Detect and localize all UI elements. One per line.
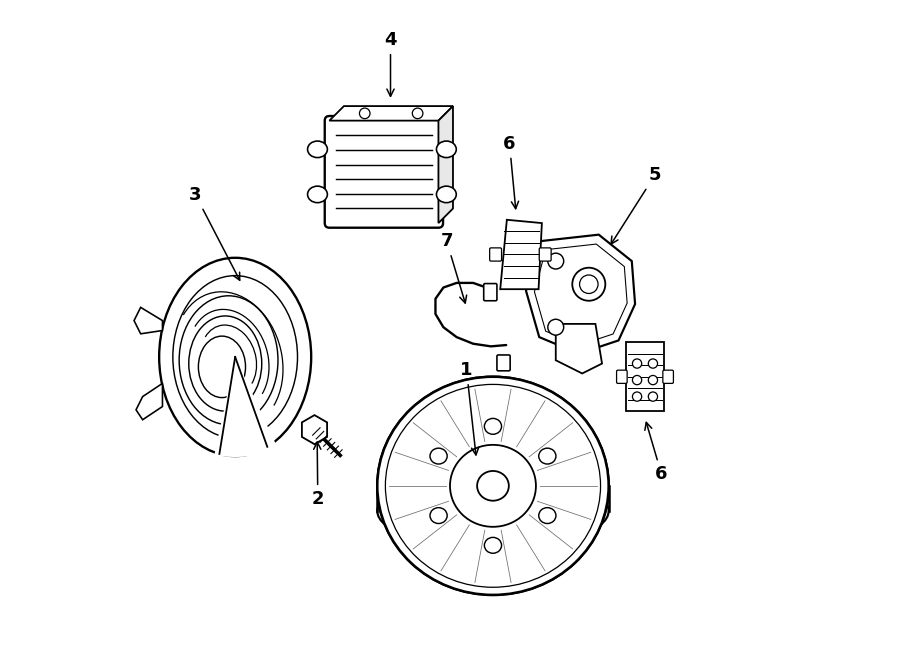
Polygon shape	[329, 106, 453, 121]
Wedge shape	[214, 357, 277, 457]
Circle shape	[359, 108, 370, 119]
Polygon shape	[526, 235, 635, 354]
Polygon shape	[302, 415, 327, 444]
Text: 1: 1	[460, 361, 479, 455]
Ellipse shape	[477, 471, 508, 501]
Circle shape	[548, 319, 563, 335]
Ellipse shape	[539, 448, 556, 464]
Ellipse shape	[159, 258, 311, 456]
Text: 2: 2	[311, 442, 324, 508]
Polygon shape	[556, 324, 602, 373]
FancyBboxPatch shape	[325, 116, 443, 227]
Polygon shape	[500, 219, 542, 290]
Ellipse shape	[377, 473, 608, 549]
Circle shape	[648, 375, 658, 385]
Circle shape	[633, 392, 642, 401]
Ellipse shape	[308, 186, 328, 203]
Ellipse shape	[430, 448, 447, 464]
Ellipse shape	[484, 418, 501, 434]
Circle shape	[633, 375, 642, 385]
Circle shape	[648, 392, 658, 401]
Text: 5: 5	[611, 166, 662, 244]
Polygon shape	[438, 106, 453, 223]
Text: 4: 4	[384, 31, 397, 97]
Circle shape	[648, 359, 658, 368]
Text: 3: 3	[189, 186, 239, 280]
Circle shape	[412, 108, 423, 119]
Circle shape	[572, 268, 606, 301]
Ellipse shape	[436, 141, 456, 157]
Ellipse shape	[450, 445, 536, 527]
Text: 7: 7	[440, 232, 466, 303]
Circle shape	[548, 253, 563, 269]
Text: 6: 6	[644, 422, 668, 483]
Ellipse shape	[377, 377, 608, 595]
FancyBboxPatch shape	[539, 248, 551, 261]
FancyBboxPatch shape	[616, 370, 627, 383]
FancyBboxPatch shape	[497, 355, 510, 371]
FancyBboxPatch shape	[662, 370, 673, 383]
FancyBboxPatch shape	[490, 248, 501, 261]
Ellipse shape	[484, 537, 501, 553]
FancyBboxPatch shape	[483, 284, 497, 301]
Polygon shape	[134, 307, 163, 334]
Ellipse shape	[430, 508, 447, 524]
Ellipse shape	[377, 377, 608, 595]
Ellipse shape	[539, 508, 556, 524]
Polygon shape	[626, 342, 664, 411]
Text: 6: 6	[503, 135, 518, 209]
Polygon shape	[136, 383, 163, 420]
Ellipse shape	[308, 141, 328, 157]
Ellipse shape	[436, 186, 456, 203]
Circle shape	[633, 359, 642, 368]
